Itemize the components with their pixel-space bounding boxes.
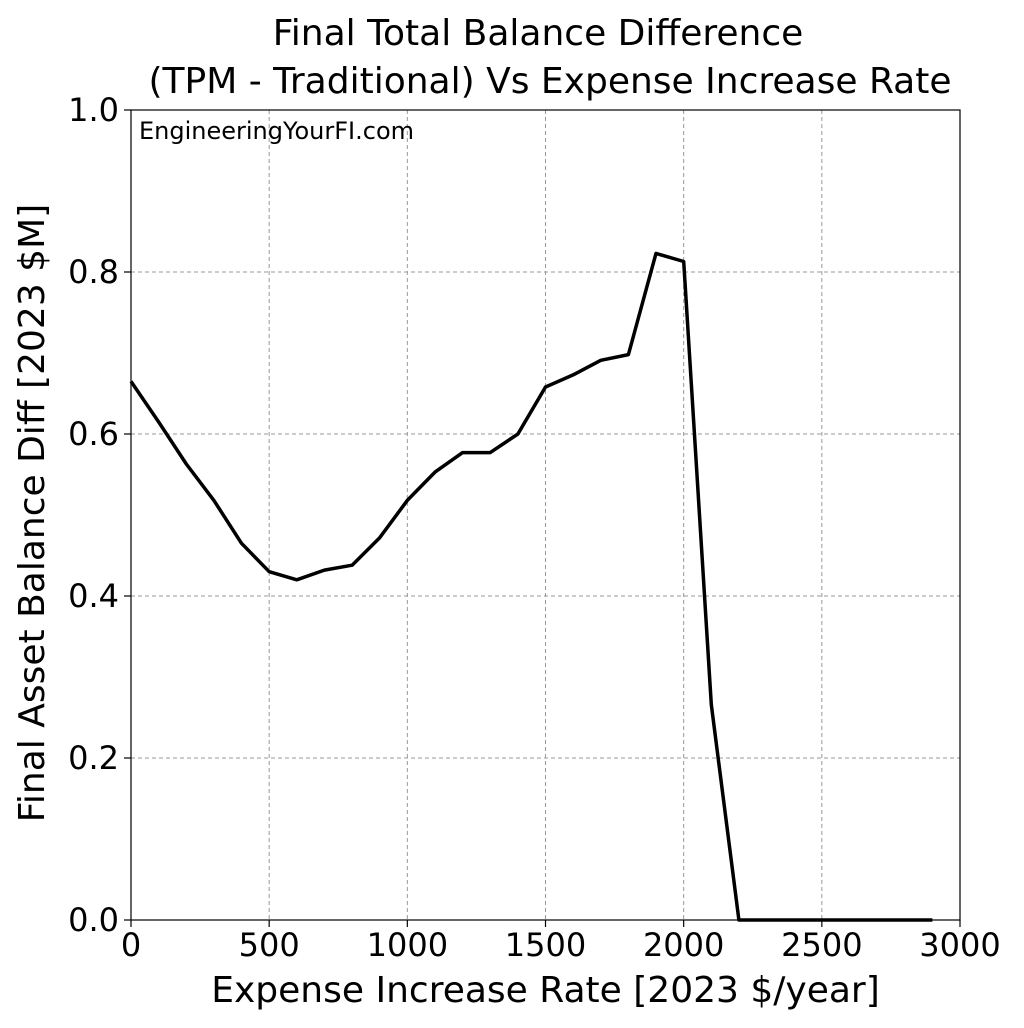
series-line-0: [129, 251, 933, 922]
y-tick-label-0: 0.0: [68, 901, 119, 939]
grid-lines: [130, 109, 961, 921]
axis-ticks: 0 500 1000 1500 2000 2500 3000 0.0 0.2 0.4 0.6 0.8 1…: [68, 91, 1001, 964]
x-tick-label-3: 1500: [505, 926, 586, 964]
x-axis-label: Expense Increase Rate [2023 $/year]: [211, 970, 880, 1011]
y-axis-label: Final Asset Balance Diff [2023 $M]: [12, 204, 53, 822]
y-tick-label-4: 0.8: [68, 253, 119, 291]
series-layer: [129, 251, 933, 922]
x-tick-label-6: 3000: [919, 926, 1000, 964]
y-tick-label-1: 0.2: [68, 739, 119, 777]
x-tick-label-1: 500: [239, 926, 300, 964]
x-tick-label-5: 2500: [781, 926, 862, 964]
chart-title-line-2: (TPM - Traditional) Vs Expense Increase …: [149, 61, 952, 102]
y-tick-label-3: 0.6: [68, 415, 119, 453]
y-tick-label-5: 1.0: [68, 91, 119, 129]
watermark-annotation: EngineeringYourFI.com: [139, 117, 414, 145]
x-tick-label-0: 0: [121, 926, 141, 964]
x-tick-label-4: 2000: [643, 926, 724, 964]
x-tick-label-2: 1000: [367, 926, 448, 964]
chart-title-line-1: Final Total Balance Difference: [273, 13, 804, 54]
y-tick-label-2: 0.4: [68, 577, 119, 615]
